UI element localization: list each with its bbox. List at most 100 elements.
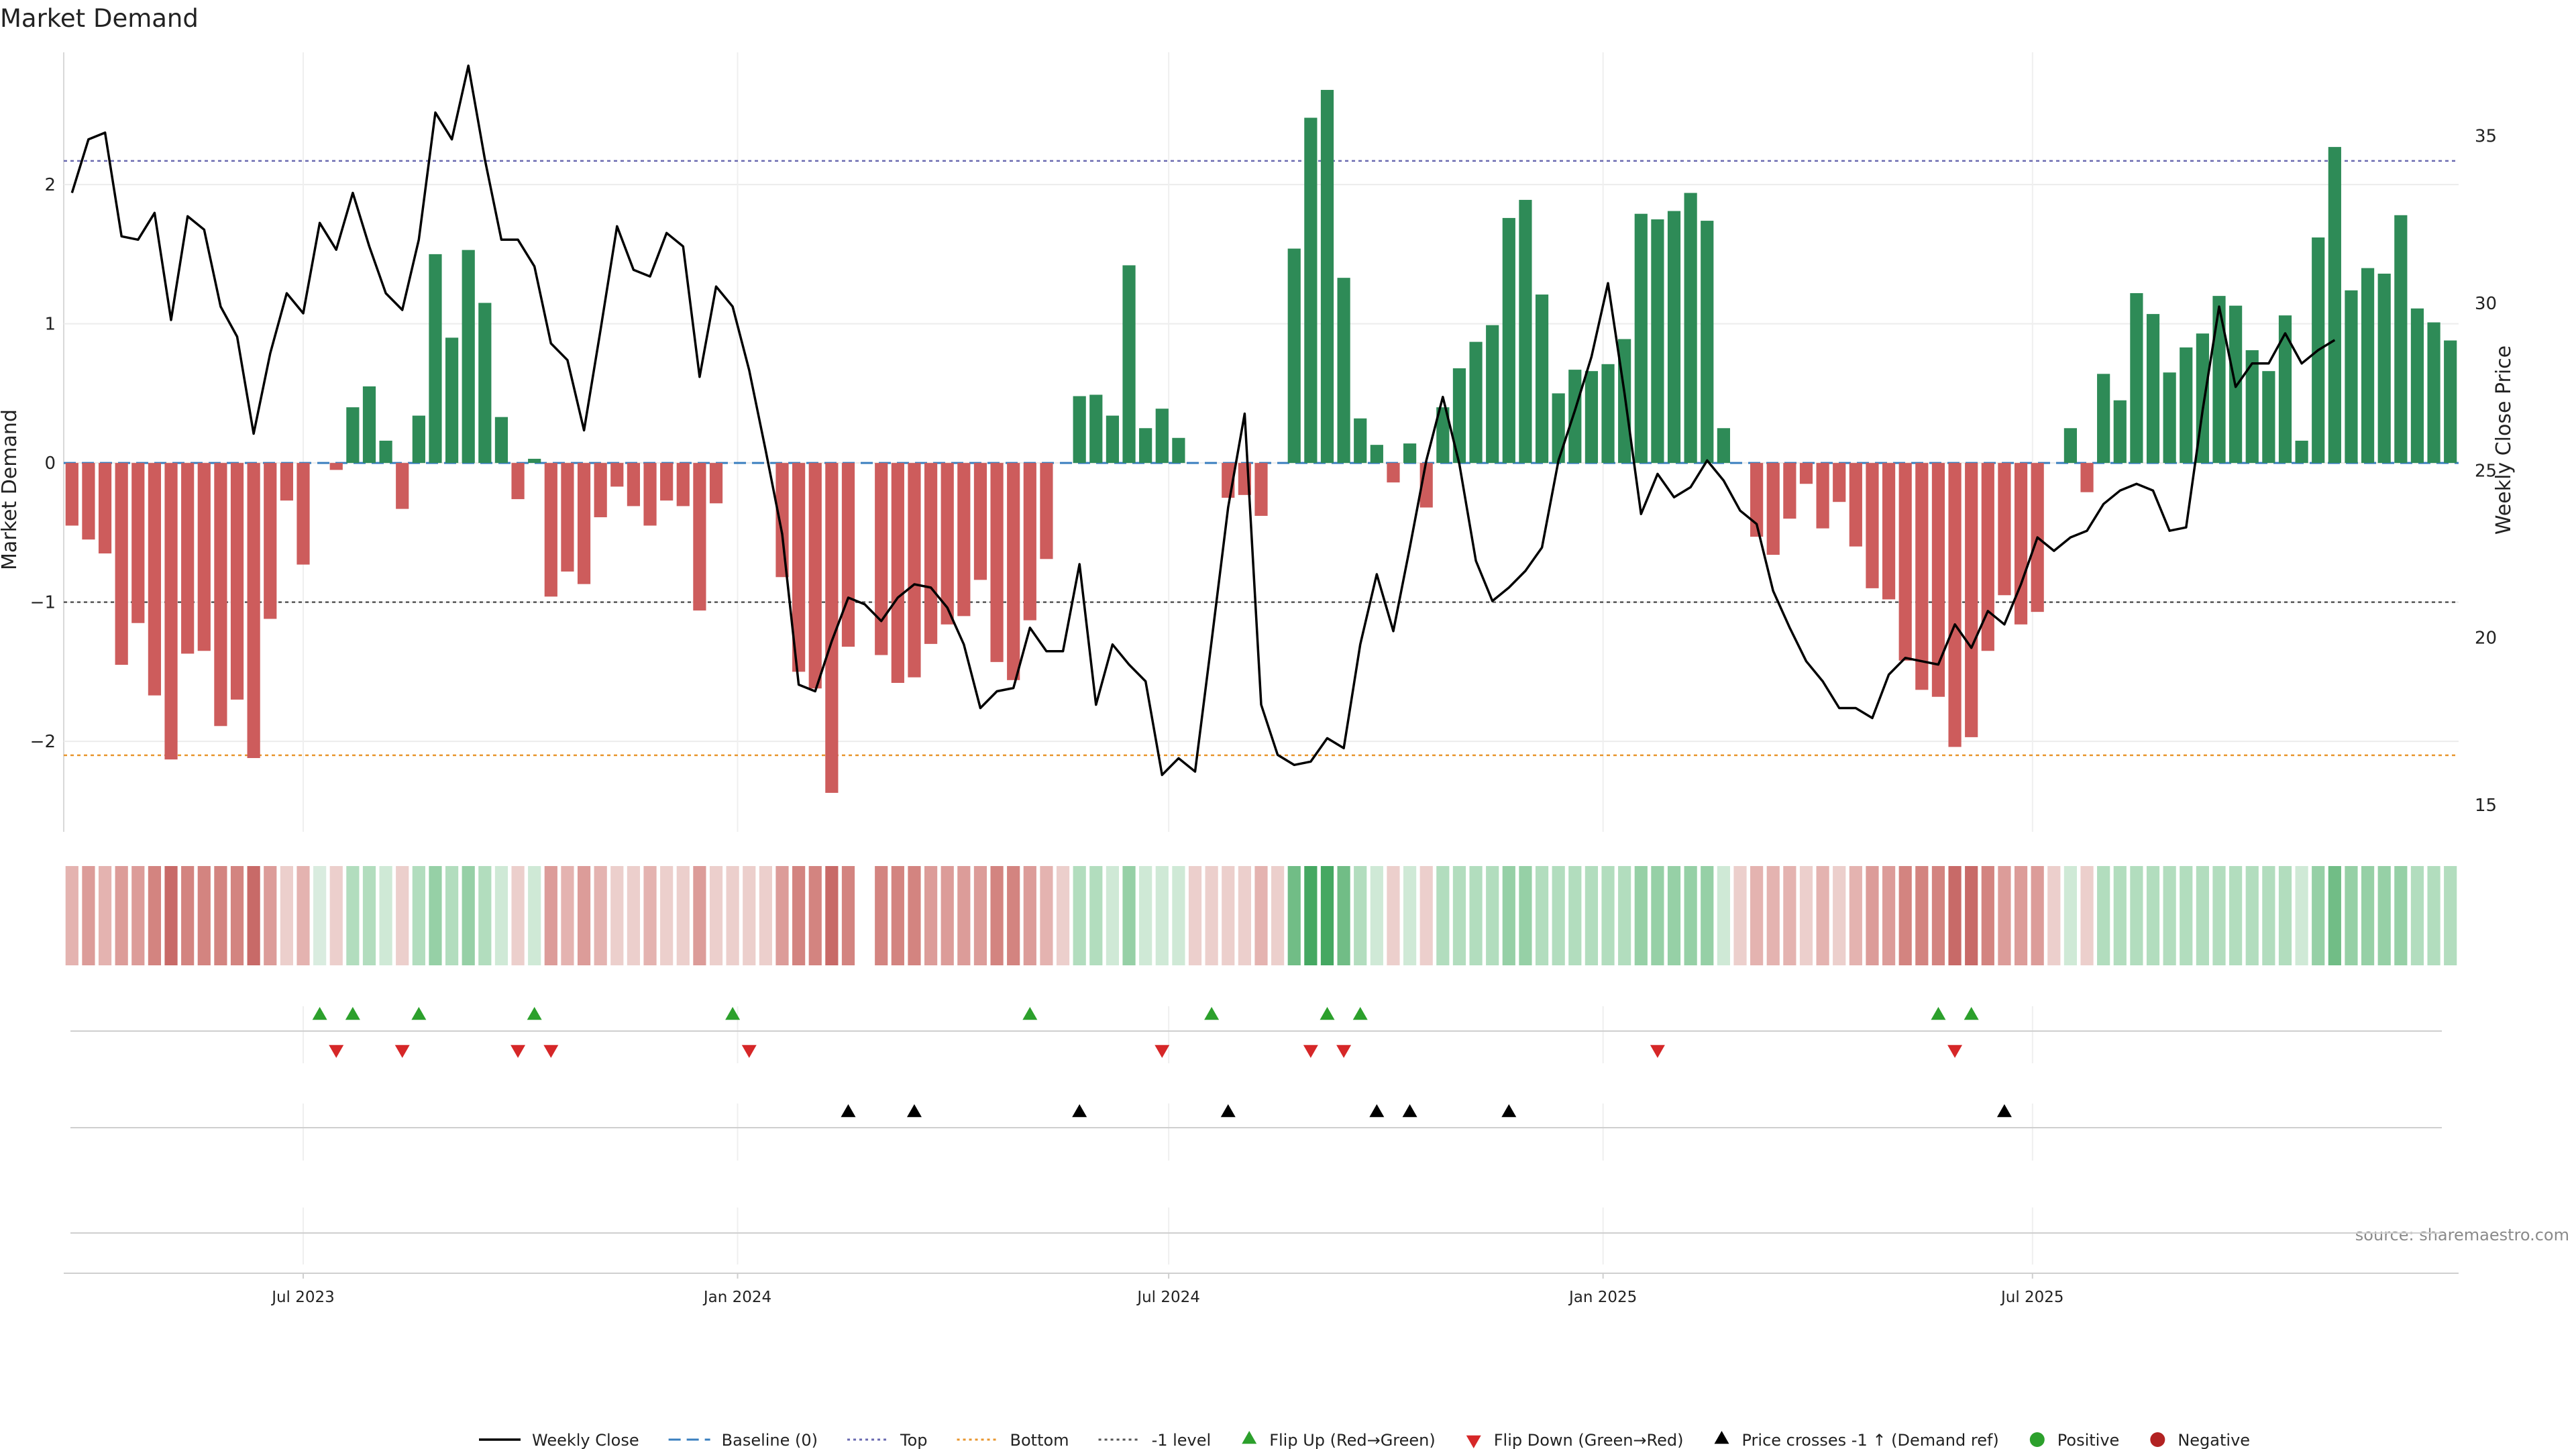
- heat-strip-cell: [1634, 866, 1648, 965]
- heat-strip-cell: [1469, 866, 1483, 965]
- heat-strip-cell: [792, 866, 806, 965]
- heat-strip-cell: [2377, 866, 2391, 965]
- negative-demand-bar: [148, 463, 162, 696]
- event-markers: [64, 1007, 2459, 1274]
- heat-strip-cell: [759, 866, 772, 965]
- heat-strip-cell: [2113, 866, 2127, 965]
- heat-strip-cell: [362, 866, 376, 965]
- heat-strip-cell: [594, 866, 607, 965]
- negative-demand-bar: [643, 463, 657, 526]
- heat-strip-cell: [2328, 866, 2341, 965]
- positive-demand-bar: [1634, 213, 1648, 464]
- heat-strip-cell: [1486, 866, 1499, 965]
- heat-strip-cell: [1354, 866, 1367, 965]
- heat-strip-cell: [1304, 866, 1318, 965]
- heat-strip-cell: [1139, 866, 1152, 965]
- heat-strip-cell: [2262, 866, 2275, 965]
- negative-demand-bar: [65, 463, 78, 526]
- heat-strip-cell: [181, 866, 195, 965]
- positive-demand-bar: [1684, 193, 1697, 464]
- negative-demand-bar: [2080, 463, 2094, 492]
- negative-demand-bar: [1816, 463, 1829, 529]
- legend-item-minus-one: -1 level: [1098, 1431, 1211, 1449]
- positive-demand-bar: [412, 415, 425, 464]
- grid-layer: [63, 52, 2459, 1265]
- y-axis-label: Market Demand: [0, 409, 21, 570]
- heat-strip-cell: [230, 866, 244, 965]
- heat-strip-cell: [2212, 866, 2226, 965]
- negative-demand-bar: [115, 463, 128, 665]
- flip-up-marker: [411, 1007, 427, 1020]
- negative-demand-bar: [577, 463, 591, 584]
- negative-demand-bar: [1833, 463, 1846, 502]
- heat-strip-cell: [1898, 866, 1912, 965]
- y2-tick-label: 30: [2475, 294, 2497, 314]
- negative-demand-bar: [561, 463, 574, 572]
- heat-strip-cell: [1816, 866, 1829, 965]
- positive-demand-bar: [2163, 372, 2176, 464]
- flip-down-marker: [329, 1044, 344, 1058]
- heat-strip-cell: [1222, 866, 1235, 965]
- heat-strip-cell: [841, 866, 855, 965]
- price-line-layer: [70, 64, 2336, 776]
- heat-strip-cell: [1684, 866, 1697, 965]
- price-cross-marker: [1501, 1104, 1517, 1118]
- negative-demand-bar: [197, 463, 211, 651]
- heat-strip-cell: [726, 866, 739, 965]
- positive-demand-bar: [429, 254, 442, 464]
- y2-axis-label: Weekly Close Price: [2492, 345, 2516, 535]
- heat-strip-cell: [643, 866, 657, 965]
- negative-demand-bar: [1948, 463, 1962, 747]
- heat-strip-cell: [2130, 866, 2143, 965]
- positive-demand-bar: [1370, 445, 1383, 464]
- y-tick-label: −2: [30, 732, 56, 752]
- heat-strip-cell: [2097, 866, 2110, 965]
- heat-strip-cell: [494, 866, 508, 965]
- heat-strip-cell: [561, 866, 574, 965]
- positive-demand-bar: [1139, 428, 1152, 464]
- y-tick-label: −1: [30, 593, 56, 613]
- positive-demand-bar: [1089, 394, 1103, 464]
- negative-demand-bar: [164, 463, 178, 760]
- positive-demand-bar: [1502, 217, 1515, 464]
- positive-demand-bar: [2427, 322, 2440, 464]
- heat-strip-cell: [908, 866, 921, 965]
- heat-strip-cell: [957, 866, 971, 965]
- legend-swatch: [2150, 1432, 2165, 1447]
- legend-item-baseline: Baseline (0): [668, 1431, 818, 1449]
- heat-strip-cell: [148, 866, 162, 965]
- heat-strip-cell: [131, 866, 145, 965]
- negative-demand-bar: [775, 463, 789, 578]
- heat-strip-cell: [82, 866, 95, 965]
- heat-strip-cell: [1998, 866, 2011, 965]
- legend: Weekly Close Baseline (0) Top Bottom -1 leve…: [479, 1431, 2250, 1449]
- heat-strip-cell: [1370, 866, 1383, 965]
- heat-strip-cell: [445, 866, 459, 965]
- heat-strip-cell: [2196, 866, 2209, 965]
- positive-demand-bar: [1701, 221, 1714, 464]
- positive-demand-bar: [2063, 428, 2078, 464]
- negative-demand-bar: [1023, 463, 1036, 621]
- positive-demand-bar: [2394, 215, 2408, 464]
- heat-strip-cell: [1056, 866, 1070, 965]
- legend-item-bottom: Bottom: [957, 1431, 1069, 1449]
- heat-strip-cell: [1733, 866, 1747, 965]
- negative-demand-bar: [264, 463, 277, 619]
- heat-strip-cell: [1205, 866, 1218, 965]
- legend-label: Top: [900, 1431, 928, 1449]
- positive-demand-bar: [1585, 371, 1599, 464]
- heat-strip-cell: [1601, 866, 1615, 965]
- heat-strip-cell: [693, 866, 706, 965]
- positive-demand-bar: [1519, 199, 1532, 464]
- heat-strip-cell: [2394, 866, 2408, 965]
- heat-strip-cell: [1651, 866, 1664, 965]
- negative-demand-bar: [627, 463, 641, 506]
- y-axis-ticks: −2 −1 0 1 2: [30, 175, 56, 752]
- positive-demand-bar: [1486, 325, 1499, 464]
- heat-strip-cell: [98, 866, 112, 965]
- heat-strip-cell: [462, 866, 475, 965]
- heat-strip-cell: [2047, 866, 2061, 965]
- legend-item-weekly-close: Weekly Close: [479, 1431, 639, 1449]
- heat-strip-cell: [1915, 866, 1929, 965]
